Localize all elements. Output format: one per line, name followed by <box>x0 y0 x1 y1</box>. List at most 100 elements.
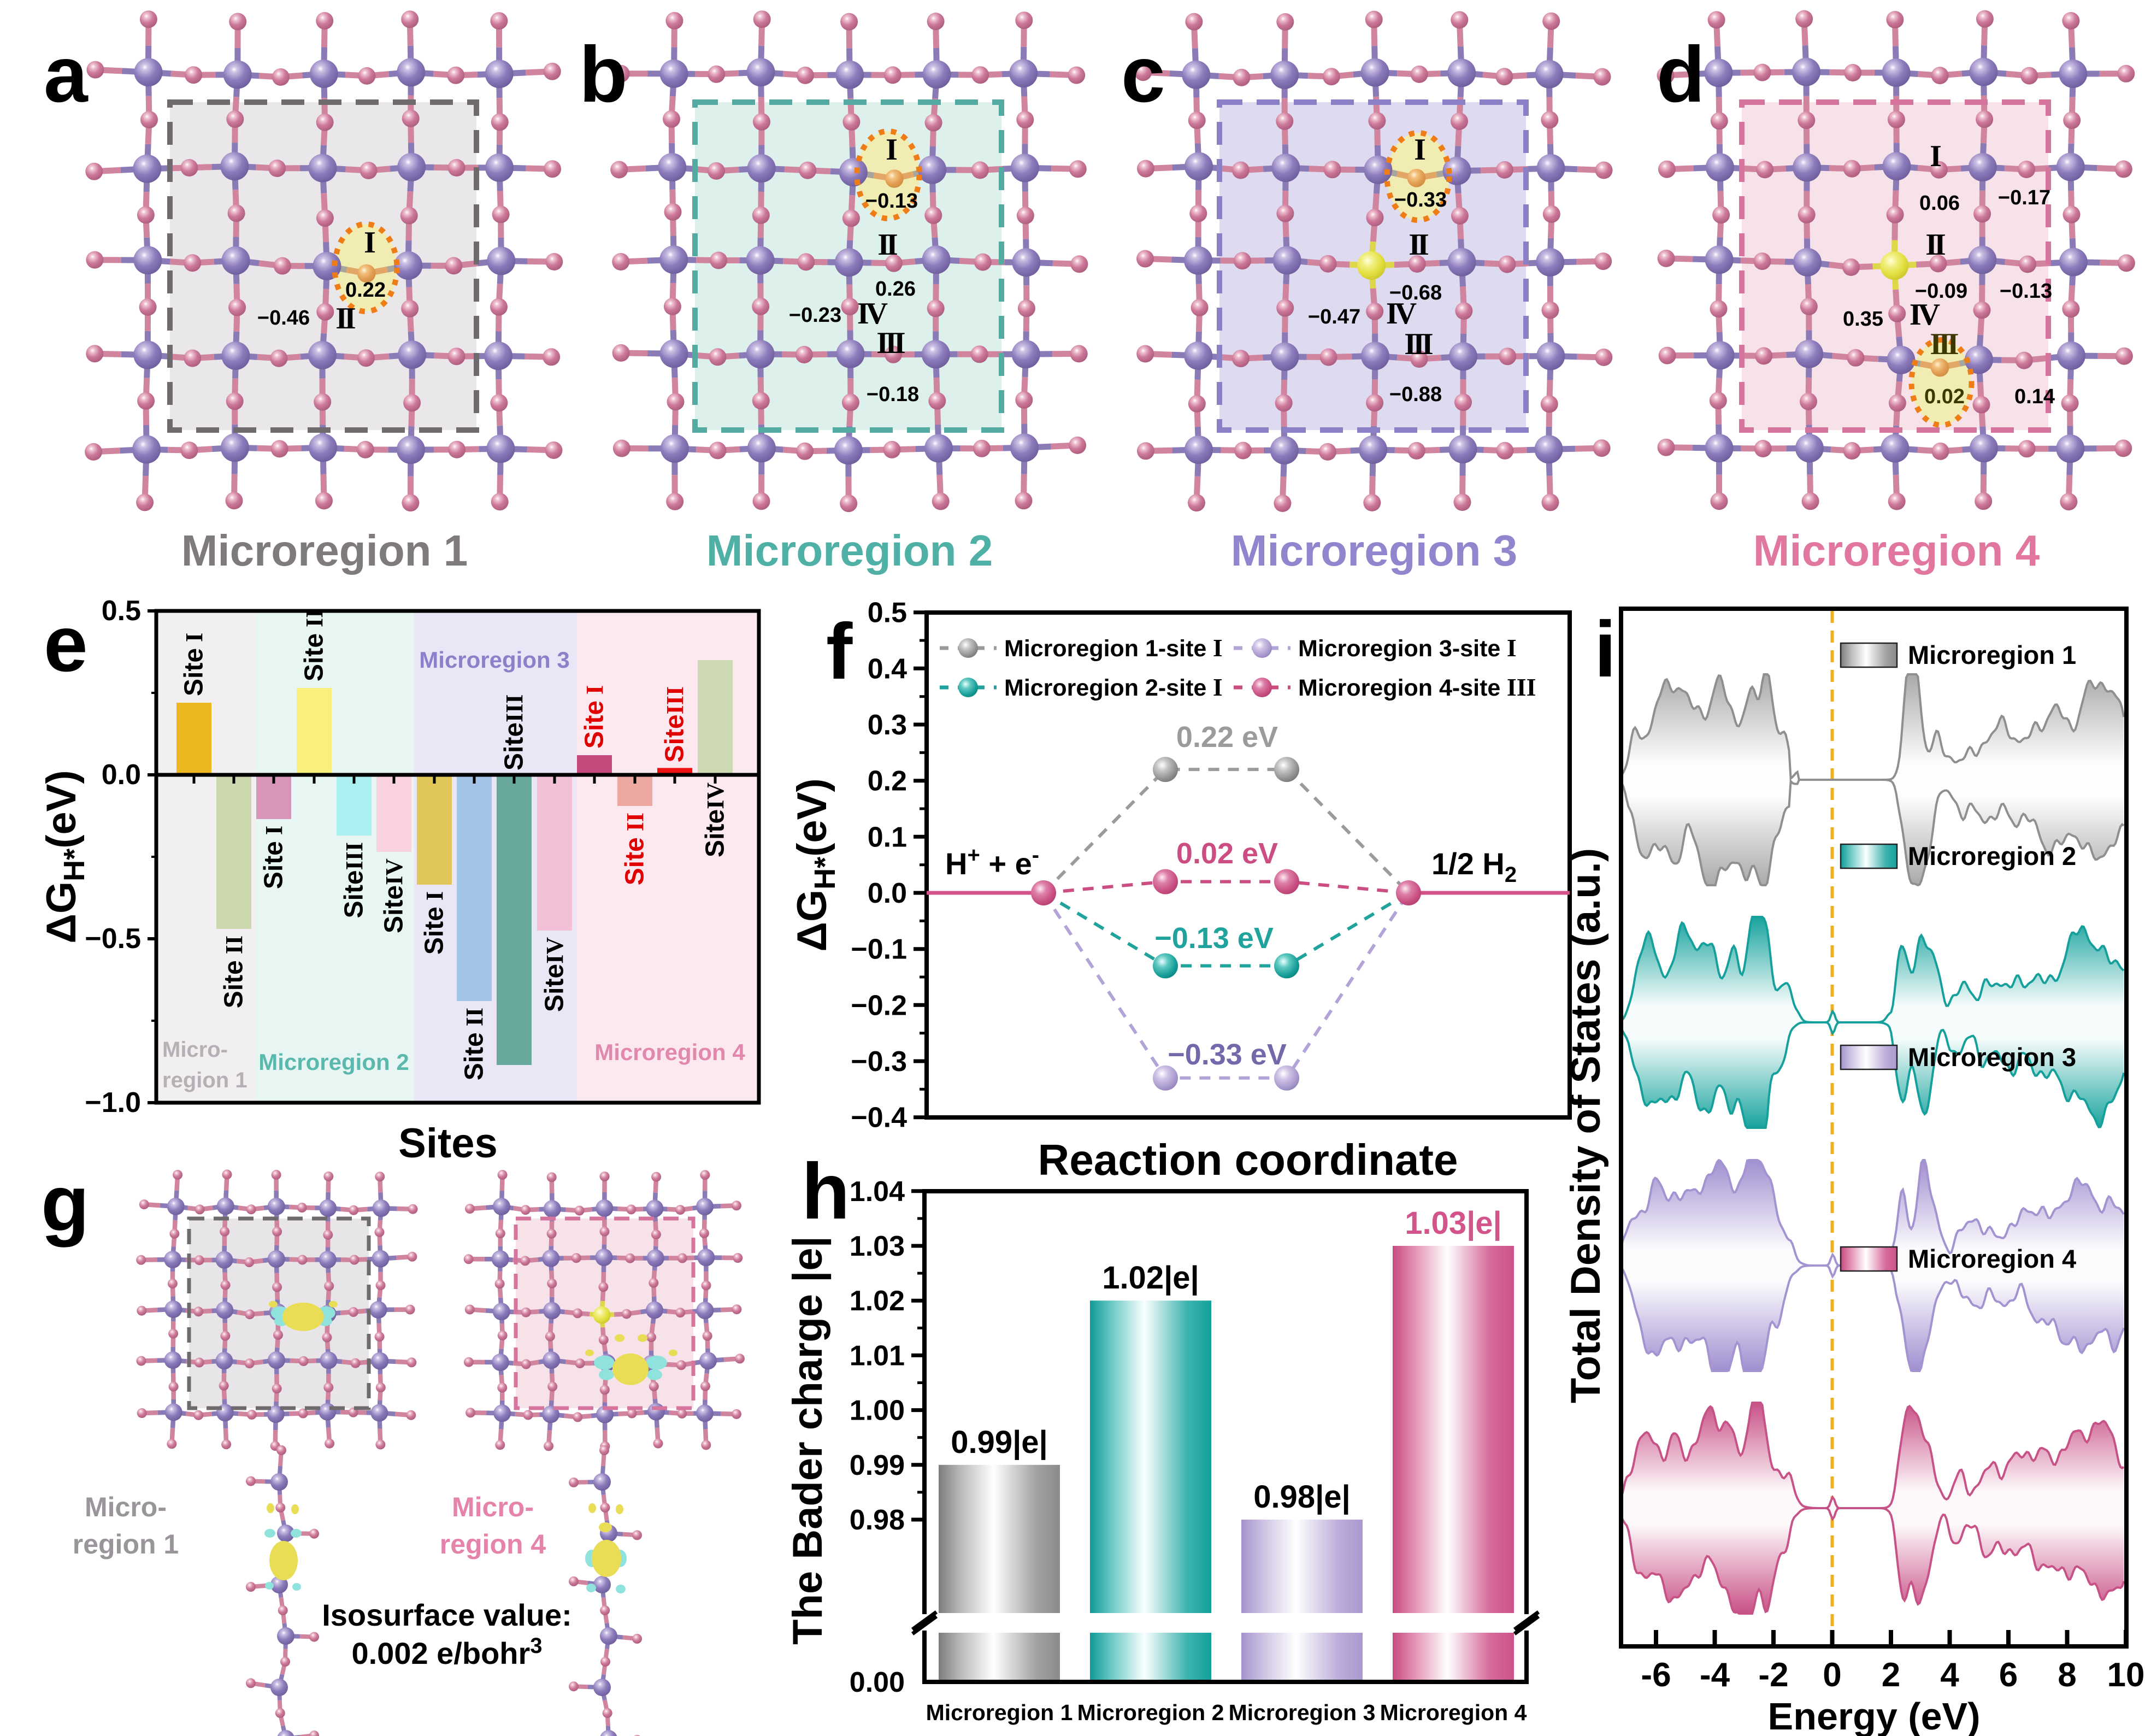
svg-text:Microregion 3-site I: Microregion 3-site I <box>1298 634 1517 662</box>
svg-text:1.02: 1.02 <box>850 1285 905 1317</box>
svg-text:b: b <box>579 30 628 119</box>
svg-text:−0.17: −0.17 <box>1998 186 2050 209</box>
svg-text:-6: -6 <box>1641 1656 1671 1694</box>
svg-text:0.3: 0.3 <box>868 709 907 741</box>
svg-text:region 1: region 1 <box>162 1068 248 1092</box>
svg-text:Micro-: Micro- <box>452 1492 534 1522</box>
svg-text:8: 8 <box>2058 1656 2076 1694</box>
svg-text:Micro-: Micro- <box>85 1492 167 1522</box>
svg-text:The Bader charge |e|: The Bader charge |e| <box>785 1236 832 1645</box>
svg-text:II: II <box>335 302 355 336</box>
svg-text:Micro-: Micro- <box>162 1038 228 1062</box>
svg-text:a: a <box>44 30 89 119</box>
svg-text:−0.1: −0.1 <box>851 934 907 966</box>
svg-text:−0.4: −0.4 <box>851 1102 907 1134</box>
svg-text:g: g <box>41 1159 90 1247</box>
svg-text:Microregion 3: Microregion 3 <box>1229 1700 1376 1725</box>
svg-text:Microregion 2: Microregion 2 <box>1908 841 2076 870</box>
svg-text:0.99: 0.99 <box>850 1450 905 1481</box>
svg-text:−0.3: −0.3 <box>851 1046 907 1078</box>
svg-text:SiteIII: SiteIII <box>340 842 369 918</box>
svg-text:10: 10 <box>2107 1656 2145 1694</box>
svg-text:0.0: 0.0 <box>102 759 141 791</box>
svg-text:Energy (eV): Energy (eV) <box>1768 1695 1981 1736</box>
svg-text:IV: IV <box>857 297 888 331</box>
svg-text:−0.5: −0.5 <box>85 923 141 955</box>
svg-text:1.01: 1.01 <box>850 1340 905 1372</box>
svg-text:−0.13: −0.13 <box>865 190 918 213</box>
svg-text:1.03|e|: 1.03|e| <box>1405 1205 1502 1241</box>
svg-text:0.0: 0.0 <box>868 878 907 909</box>
svg-text:0: 0 <box>1823 1656 1841 1694</box>
svg-text:-4: -4 <box>1700 1656 1730 1694</box>
svg-text:0.98: 0.98 <box>850 1504 905 1536</box>
svg-text:Site II: Site II <box>300 609 329 681</box>
svg-text:SiteIV: SiteIV <box>540 937 569 1012</box>
svg-text:6: 6 <box>1999 1656 2018 1694</box>
svg-text:Microregion 2-site I: Microregion 2-site I <box>1004 673 1223 701</box>
svg-text:region 1: region 1 <box>73 1529 179 1560</box>
svg-text:Microregion 2: Microregion 2 <box>258 1049 409 1075</box>
svg-text:0.2: 0.2 <box>868 766 907 797</box>
svg-text:H+ + e-: H+ + e- <box>945 843 1039 881</box>
svg-text:1.04: 1.04 <box>850 1176 905 1208</box>
svg-text:4: 4 <box>1940 1656 1959 1694</box>
svg-text:0.35: 0.35 <box>1843 308 1883 331</box>
svg-text:Site I: Site I <box>260 826 288 889</box>
svg-text:Site I: Site I <box>580 685 609 749</box>
svg-text:−0.46: −0.46 <box>257 307 310 329</box>
svg-text:Site II: Site II <box>220 935 249 1008</box>
svg-text:IV: IV <box>1910 298 1940 332</box>
svg-text:Microregion 4: Microregion 4 <box>1380 1700 1527 1725</box>
svg-text:1.02|e|: 1.02|e| <box>1102 1260 1199 1296</box>
svg-text:0.26: 0.26 <box>875 278 916 301</box>
svg-text:Microregion 4: Microregion 4 <box>594 1039 745 1065</box>
svg-text:0.5: 0.5 <box>868 597 907 629</box>
svg-text:0.22 eV: 0.22 eV <box>1176 721 1278 754</box>
svg-text:0.98|e|: 0.98|e| <box>1253 1479 1351 1515</box>
svg-text:−0.68: −0.68 <box>1389 281 1442 304</box>
svg-text:e: e <box>44 599 88 688</box>
svg-text:Site II: Site II <box>621 813 650 885</box>
svg-text:III: III <box>876 326 905 360</box>
svg-text:0.06: 0.06 <box>1919 192 1960 215</box>
svg-text:SiteIII: SiteIII <box>500 695 529 770</box>
svg-text:Microregion 1: Microregion 1 <box>181 526 468 575</box>
svg-text:Microregion 4-site III: Microregion 4-site III <box>1298 673 1536 701</box>
svg-text:c: c <box>1121 30 1165 119</box>
svg-text:III: III <box>1404 327 1433 361</box>
svg-text:i: i <box>1594 605 1616 693</box>
svg-text:2: 2 <box>1882 1656 1900 1694</box>
svg-text:−0.88: −0.88 <box>1389 383 1442 406</box>
svg-text:−1.0: −1.0 <box>85 1087 141 1119</box>
svg-text:Site II: Site II <box>460 1008 489 1080</box>
svg-text:−0.33 eV: −0.33 eV <box>1168 1038 1287 1071</box>
svg-text:Site I: Site I <box>180 633 209 696</box>
svg-text:region 4: region 4 <box>440 1529 546 1560</box>
svg-text:−0.2: −0.2 <box>851 990 907 1021</box>
svg-text:0.5: 0.5 <box>102 595 141 627</box>
svg-text:d: d <box>1657 30 1705 119</box>
svg-text:0.22: 0.22 <box>345 279 386 302</box>
svg-text:0.02: 0.02 <box>1924 385 1965 408</box>
svg-text:−0.33: −0.33 <box>1394 189 1447 211</box>
svg-text:Total Density of States (a.u.): Total Density of States (a.u.) <box>1563 848 1609 1403</box>
svg-text:Microregion 1: Microregion 1 <box>1908 640 2076 669</box>
svg-text:−0.09: −0.09 <box>1915 280 1967 303</box>
svg-text:−0.23: −0.23 <box>789 304 841 327</box>
svg-text:Microregion 1-site I: Microregion 1-site I <box>1004 634 1223 662</box>
svg-text:Microregion 4: Microregion 4 <box>1753 526 2040 575</box>
svg-text:Isosurface value:: Isosurface value: <box>322 1598 572 1632</box>
svg-text:0.02 eV: 0.02 eV <box>1176 837 1278 870</box>
svg-text:0.14: 0.14 <box>2014 385 2055 408</box>
svg-text:Microregion 2: Microregion 2 <box>1077 1700 1224 1725</box>
svg-text:0.00: 0.00 <box>850 1667 905 1698</box>
svg-text:−0.13 eV: −0.13 eV <box>1154 922 1274 955</box>
svg-text:Microregion 3: Microregion 3 <box>1908 1043 2076 1072</box>
svg-text:0.4: 0.4 <box>868 653 907 685</box>
svg-text:0.1: 0.1 <box>868 821 907 853</box>
svg-text:II: II <box>1409 228 1428 262</box>
svg-text:Microregion 3: Microregion 3 <box>1231 526 1518 575</box>
svg-text:−0.47: −0.47 <box>1308 305 1360 328</box>
svg-text:1.00: 1.00 <box>850 1395 905 1427</box>
